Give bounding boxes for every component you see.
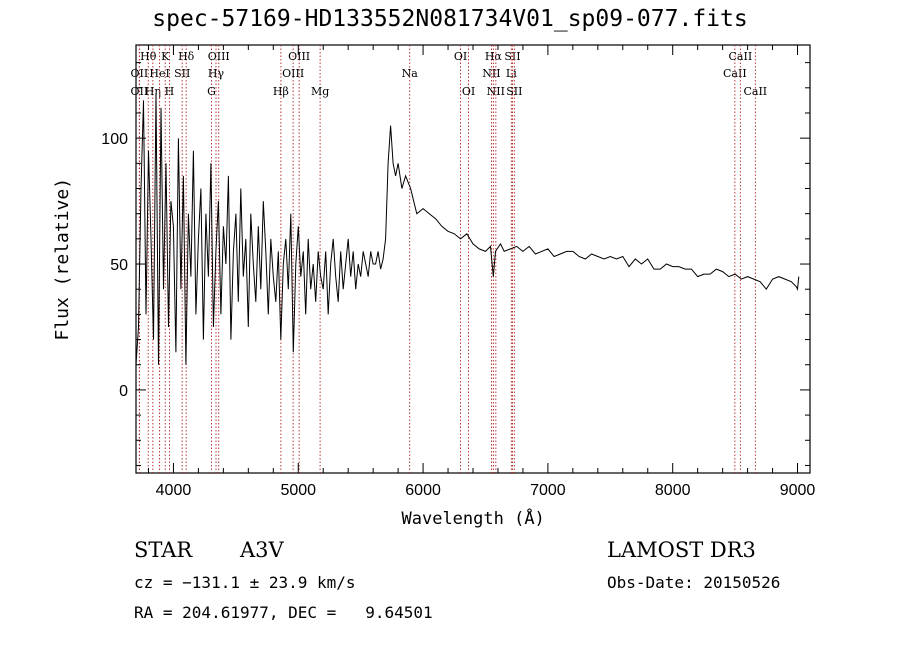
axis-ticks: 4000 5000 6000 7000 8000 9000 0 50 100 xyxy=(101,45,815,499)
line-label: OI xyxy=(454,50,467,63)
object-subclass: A3V xyxy=(240,538,284,562)
line-label: SII xyxy=(506,85,522,98)
x-tick-label: 6000 xyxy=(405,482,441,499)
line-label: Hη xyxy=(145,85,161,98)
line-label: OI xyxy=(462,85,475,98)
sky-coordinates: RA = 204.61977, DEC = 9.64501 xyxy=(134,603,433,622)
line-label: Na xyxy=(402,67,419,80)
line-label: CaII xyxy=(729,50,753,63)
line-label: Hγ xyxy=(208,67,225,80)
line-label: NII xyxy=(487,85,505,98)
y-tick-label: 50 xyxy=(110,257,128,274)
object-class: STAR xyxy=(134,538,193,562)
x-tick-label: 4000 xyxy=(156,482,192,499)
line-label: OIII xyxy=(282,67,304,80)
x-tick-label: 5000 xyxy=(280,482,316,499)
y-tick-label: 0 xyxy=(119,383,128,400)
line-label: NII xyxy=(482,67,500,80)
line-label: Hθ xyxy=(140,50,157,63)
line-label: Hδ xyxy=(178,50,195,63)
x-tick-label: 9000 xyxy=(780,482,816,499)
line-label: OII xyxy=(131,67,149,80)
line-label: HeI xyxy=(149,67,169,80)
spectrum-line xyxy=(135,92,800,365)
y-tick-label: 100 xyxy=(101,131,128,148)
x-tick-label: 7000 xyxy=(530,482,566,499)
line-label: K xyxy=(161,50,170,63)
y-axis-label: Flux (relative) xyxy=(52,177,73,341)
line-label: Li xyxy=(506,67,517,80)
survey-name: LAMOST DR3 xyxy=(607,538,756,562)
observation-date: Obs-Date: 20150526 xyxy=(607,573,781,592)
line-label: OIII xyxy=(288,50,310,63)
redshift-velocity: cz = −131.1 ± 23.9 km/s xyxy=(134,573,356,592)
line-label: SII xyxy=(504,50,520,63)
line-label: G xyxy=(207,85,216,98)
line-label: OIII xyxy=(208,50,230,63)
x-tick-label: 8000 xyxy=(655,482,691,499)
line-label: H xyxy=(165,85,175,98)
line-label: Hα xyxy=(485,50,503,63)
chart-title: spec-57169-HD133552N081734V01_sp09-077.f… xyxy=(152,6,748,32)
line-label: SII xyxy=(174,67,190,80)
x-axis-label: Wavelength (Å) xyxy=(401,509,545,529)
line-label: Mg xyxy=(311,85,329,98)
line-label: CaII xyxy=(743,85,767,98)
line-label: CaII xyxy=(723,67,747,80)
line-label: Hβ xyxy=(273,85,289,98)
